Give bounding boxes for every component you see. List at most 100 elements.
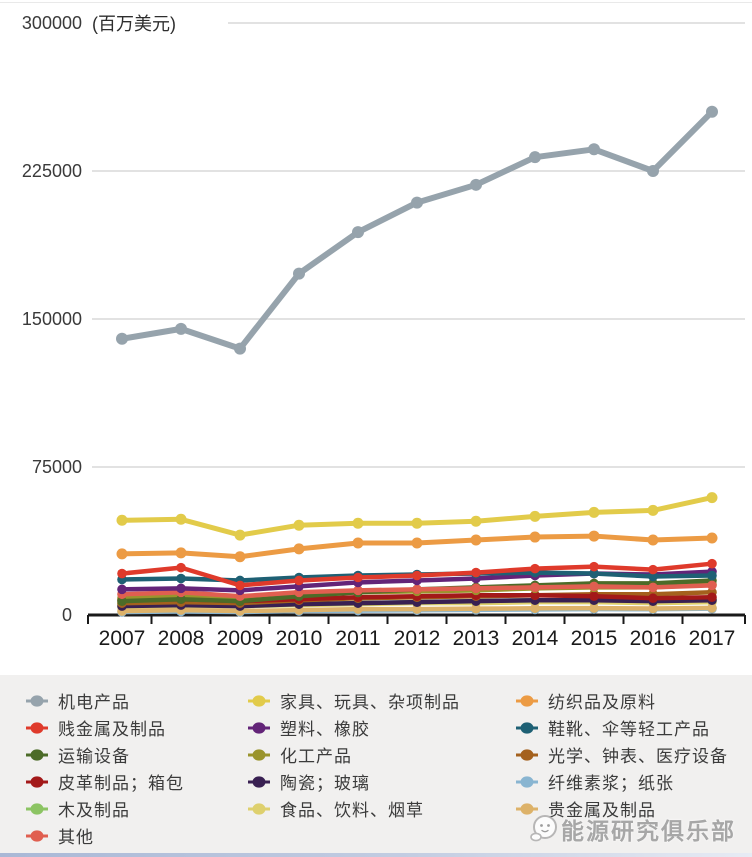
data-point [175,547,187,559]
bottom-strip [0,853,752,857]
data-point [470,178,482,191]
legend-label: 家具、玩具、杂项制品 [280,693,460,712]
legend-label: 贱金属及制品 [58,720,166,739]
data-point [530,563,540,574]
data-point [706,532,718,544]
legend-item: 木及制品 [26,797,238,820]
data-point [647,504,659,516]
data-point [530,603,540,614]
data-point [411,196,423,209]
legend-marker-icon [516,721,538,734]
data-point [529,151,541,164]
data-point [412,570,422,581]
data-point [707,592,717,603]
legend-item: 光学、钟表、医疗设备 [516,743,752,766]
data-point [353,585,363,596]
data-point [648,582,658,593]
legend-marker-icon [516,694,538,707]
legend-label: 木及制品 [58,801,130,820]
data-point [352,517,364,529]
data-point [530,590,540,601]
legend-marker-icon [248,802,270,815]
data-point [648,564,658,575]
legend-marker-icon [248,694,270,707]
data-point [293,543,305,555]
y-axis-tick-label: 0 [62,605,72,625]
legend-marker-icon [26,721,48,734]
x-axis-year-label: 2013 [453,627,500,650]
legend-label: 纤维素浆；纸张 [548,774,674,793]
data-point [647,165,659,177]
data-point [529,531,541,543]
data-point [293,519,305,531]
legend-item: 其他 [26,824,238,847]
data-point [648,571,658,582]
data-point [707,603,717,613]
legend-marker-icon [248,748,270,761]
data-point [117,584,127,595]
legend-label: 贵金属及制品 [548,801,656,820]
y-axis-tick-label: 75000 [32,457,82,477]
data-point [294,575,304,586]
data-point [707,558,717,569]
data-point [116,332,128,345]
data-point [411,517,423,529]
data-point [176,562,186,573]
data-point [530,582,540,593]
legend-label: 光学、钟表、医疗设备 [548,747,728,766]
legend-item: 皮革制品；箱包 [26,770,238,793]
legend-column: 纺织品及原料鞋靴、伞等轻工产品 光学、钟表、医疗设备 纤维素浆；纸张 贵金属及制品 [506,689,752,853]
legend-label: 塑料、橡胶 [280,720,370,739]
data-point [647,534,659,546]
legend-marker-icon [516,775,538,788]
data-point [470,534,482,546]
legend-marker-icon [26,802,48,815]
data-point [648,603,658,614]
data-point [176,594,186,605]
series-line [119,495,715,538]
legend-label: 鞋靴、伞等轻工产品 [548,720,710,739]
data-point [648,593,658,604]
data-point [529,510,541,522]
data-point [116,548,128,560]
legend-item: 鞋靴、伞等轻工产品 [516,716,752,739]
data-point [411,537,423,549]
data-point [471,603,481,614]
data-point [235,580,245,591]
y-axis-tick-label: 150000 [22,309,82,329]
data-point [117,568,127,579]
data-point [176,573,186,584]
x-axis-year-label: 2014 [512,627,559,650]
legend-marker-icon [26,775,48,788]
data-point [471,583,481,594]
data-point [234,342,246,355]
legend-marker-icon [26,748,48,761]
legend-item: 纺织品及原料 [516,689,752,712]
data-point [706,105,718,118]
data-point [117,596,127,606]
data-point [116,514,128,526]
data-point [352,537,364,549]
legend-marker-icon [248,721,270,734]
data-point [412,604,422,614]
x-axis-year-label: 2008 [158,627,205,650]
y-axis-unit-label: (百万美元) [92,14,176,34]
x-axis-year-label: 2010 [276,627,323,650]
legend-label: 运输设备 [58,747,130,766]
data-point [589,561,599,572]
data-point [589,591,599,602]
legend-marker-icon [26,829,48,842]
data-point [707,580,717,591]
legend-column: 机电产品 贱金属及制品 运输设备 皮革制品；箱包 木及制品 其他 [0,689,238,853]
legend-label: 皮革制品；箱包 [58,774,184,793]
data-point [353,572,363,583]
data-point [412,584,422,595]
y-axis-tick-label: 300000 [22,13,82,33]
legend-label: 食品、饮料、烟草 [280,801,424,820]
data-point [706,492,718,504]
data-point [589,581,599,592]
data-point [234,551,246,563]
data-point [470,515,482,527]
data-point [707,570,717,581]
